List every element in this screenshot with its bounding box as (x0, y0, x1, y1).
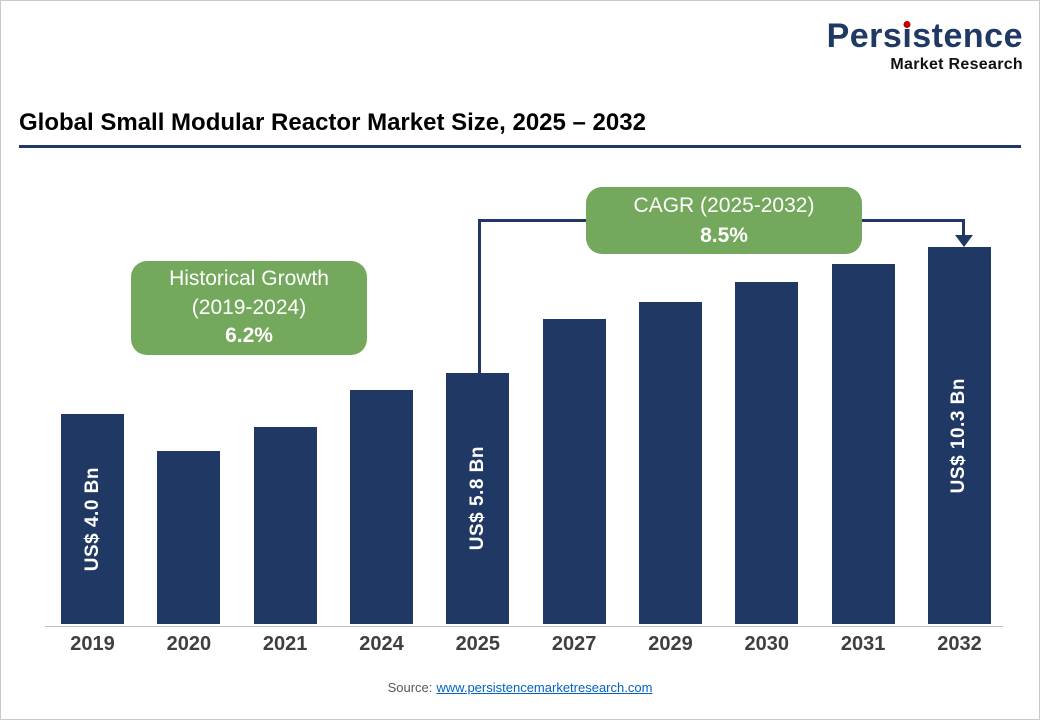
cagr-connector-left-line (478, 219, 481, 376)
logo-red-dot-icon (903, 21, 911, 28)
bar-value-label-2032: US$ 10.3 Bn (948, 377, 970, 494)
bar-2019: US$ 4.0 Bn (61, 414, 124, 624)
x-axis-label-2025: 2025 (455, 632, 501, 655)
x-axis-label-2021: 2021 (262, 632, 308, 655)
bar-2031 (831, 264, 895, 624)
historical-growth-range: (2019-2024) (191, 295, 307, 319)
bar-2020 (157, 451, 221, 624)
bar-column-2020: 2020 (157, 451, 221, 664)
cagr-arrow-down-icon (955, 235, 973, 247)
cagr-callout: CAGR (2025-2032) 8.5% (586, 187, 862, 254)
x-axis-line (45, 626, 1003, 627)
cagr-value: 8.5% (700, 223, 748, 247)
logo-wordmark: Persı stence (826, 17, 1023, 55)
bar-2032: US$ 10.3 Bn (927, 247, 991, 624)
logo-tagline: Market Research (890, 56, 1023, 73)
chart-title: Global Small Modular Reactor Market Size… (19, 109, 646, 136)
bar-column-2025: US$ 5.8 Bn 2025 (446, 373, 510, 664)
bar-value-label-2019: US$ 4.0 Bn (81, 466, 103, 572)
cagr-connector-right-line (962, 219, 965, 236)
bar-column-2031: 2031 (831, 264, 895, 664)
bar-column-2021: 2021 (253, 427, 317, 664)
plot-area: US$ 4.0 Bn 2019 2020 2021 2024 US$ 5.8 Bn 2025… (61, 247, 991, 664)
bar-2024 (349, 390, 413, 624)
bar-2029 (638, 302, 702, 624)
cagr-label: CAGR (2025-2032) (633, 194, 815, 218)
bar-column-2032: US$ 10.3 Bn 2032 (927, 247, 991, 664)
logo: Persı stence Market Research (827, 19, 1023, 74)
bar-column-2019: US$ 4.0 Bn 2019 (61, 414, 124, 664)
x-axis-label-2020: 2020 (166, 632, 212, 655)
source-label: Source: (387, 680, 433, 695)
historical-growth-value: 6.2% (225, 324, 273, 348)
source-link[interactable]: www.persistencemarketresearch.com (436, 680, 653, 695)
x-axis-label-2027: 2027 (551, 632, 597, 655)
historical-growth-callout: Historical Growth (2019-2024) 6.2% (131, 261, 367, 355)
x-axis-label-2031: 2031 (840, 632, 886, 655)
source-line: Source: www.persistencemarketresearch.com (1, 680, 1039, 695)
x-axis-label-2024: 2024 (359, 632, 404, 655)
x-axis-label-2030: 2030 (744, 632, 790, 655)
bar-2030 (735, 282, 799, 624)
x-axis-label-2019: 2019 (70, 632, 115, 655)
bar-2021 (253, 427, 317, 624)
historical-growth-label: Historical Growth (169, 267, 329, 291)
bar-value-label-2025: US$ 5.8 Bn (466, 446, 488, 551)
bar-column-2027: 2027 (542, 319, 606, 664)
x-axis-label-2029: 2029 (648, 632, 693, 655)
bar-column-2024: 2024 (349, 390, 413, 664)
x-axis-label-2032: 2032 (937, 632, 982, 655)
title-underline (19, 145, 1021, 148)
bar-2025: US$ 5.8 Bn (446, 373, 510, 624)
bar-column-2029: 2029 (638, 302, 702, 664)
bar-column-2030: 2030 (735, 282, 799, 664)
bar-2027 (542, 319, 606, 624)
